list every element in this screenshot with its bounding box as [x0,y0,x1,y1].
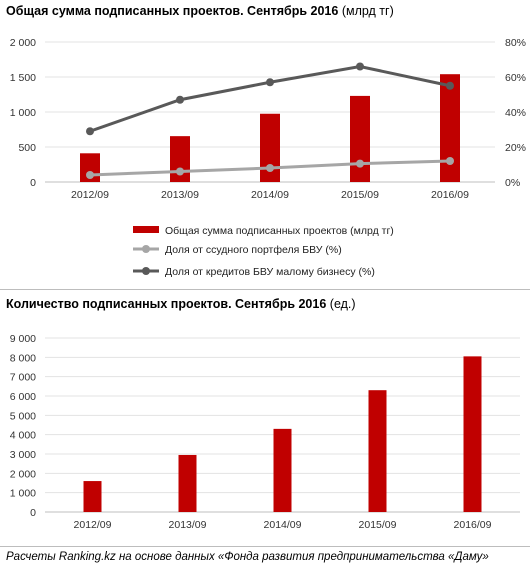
legend-swatch-marker [142,267,150,275]
bar [463,356,482,512]
x-tick-label: 2014/09 [264,519,302,531]
x-tick-label: 2016/09 [454,519,492,531]
x-tick-label: 2012/09 [71,189,109,201]
x-tick-label: 2013/09 [161,189,199,201]
y-tick-label-left: 1 500 [10,72,36,84]
chart2-title: Количество подписанных проектов. Сентябр… [6,297,356,311]
legend-label: Общая сумма подписанных проектов (млрд т… [165,225,394,237]
y-tick-label-right: 0% [505,177,520,189]
series-point [356,62,364,71]
y-tick-label-left: 0 [30,177,36,189]
chart2-svg: 0 1 000 2 000 3 000 4 000 5 000 6 000 7 000 8 00… [10,333,520,531]
chart2-title-main: Количество подписанных проектов. Сентябр… [6,297,327,311]
y-tick-label-left: 1 000 [10,107,36,119]
y-tick-label: 2 000 [10,468,36,480]
series-point [176,95,184,104]
legend-swatch-marker [142,245,150,253]
series-point [356,159,364,168]
source-note: Расчеты Ranking.kz на основе данных «Фон… [6,551,489,563]
bar [368,390,387,512]
legend-label: Доля от кредитов БВУ малому бизнесу (%) [165,266,375,278]
y-tick-label: 6 000 [10,391,36,403]
bar [260,113,280,182]
series-point [86,171,94,179]
y-tick-label: 7 000 [10,372,36,384]
bar [178,454,197,512]
section-divider [0,289,530,290]
x-tick-label: 2014/09 [251,189,289,201]
bar [350,95,370,182]
chart1-title: Общая сумма подписанных проектов. Сентяб… [6,4,394,18]
y-tick-label-right: 80% [505,37,526,49]
legend-label: Доля от ссудного портфеля БВУ (%) [165,244,342,256]
chart2-title-unit: (ед.) [329,297,356,311]
chart1-title-main: Общая сумма подписанных проектов. Сентяб… [6,4,339,18]
series-point [446,81,454,90]
legend-swatch-bar [133,226,159,233]
y-tick-label: 4 000 [10,430,36,442]
chart1-title-unit: (млрд тг) [341,4,394,18]
y-tick-label: 8 000 [10,352,36,364]
y-tick-label: 3 000 [10,449,36,461]
x-tick-label: 2015/09 [359,519,397,531]
bar [83,481,102,512]
series-point [176,167,184,176]
x-tick-label: 2013/09 [169,519,207,531]
x-tick-label: 2012/09 [74,519,112,531]
y-tick-label-left: 2 000 [10,37,36,49]
series-point [446,157,454,165]
y-tick-label: 9 000 [10,333,36,345]
y-tick-label-right: 60% [505,72,526,84]
series-point [86,127,94,136]
y-tick-label-right: 20% [505,142,526,154]
y-tick-label: 0 [30,507,36,519]
chart1-svg: 0 500 1 000 1 500 2 000 0% 20% 40% 60% 80% 2012/09… [10,37,526,278]
x-tick-label: 2015/09 [341,189,379,201]
y-tick-label-right: 40% [505,107,526,119]
series-point [266,164,274,172]
y-tick-label: 1 000 [10,488,36,500]
footer-divider [0,546,530,547]
y-tick-label: 5 000 [10,410,36,422]
bar [440,74,460,182]
bar [273,428,292,512]
series-point [266,78,274,87]
x-tick-label: 2016/09 [431,189,469,201]
y-tick-label-left: 500 [18,142,36,154]
